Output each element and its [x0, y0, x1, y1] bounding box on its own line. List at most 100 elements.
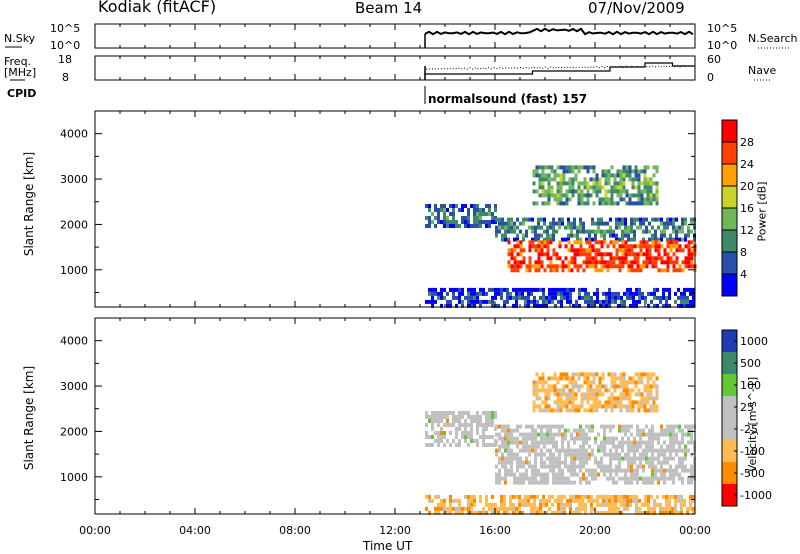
heatmap-cell: [636, 244, 640, 249]
heatmap-cell: [651, 432, 654, 437]
heatmap-cell: [653, 510, 656, 515]
heatmap-cell: [619, 197, 623, 202]
heatmap-cell: [669, 248, 673, 253]
heatmap-cell: [449, 204, 452, 208]
heatmap-cell: [622, 392, 626, 397]
heatmap-cell: [649, 185, 653, 190]
heatmap-cell: [626, 506, 629, 511]
heatmap-cell: [554, 510, 557, 515]
heatmap-cell: [640, 392, 644, 397]
heatmap-cell: [594, 229, 597, 234]
heatmap-cell: [547, 189, 551, 194]
heatmap-cell: [680, 291, 683, 296]
heatmap-cell: [666, 460, 669, 465]
heatmap-cell: [560, 295, 563, 300]
heatmap-cell: [538, 396, 542, 401]
heatmap-cell: [542, 502, 545, 507]
heatmap-cell: [690, 464, 693, 469]
heatmap-cell: [540, 244, 544, 249]
heatmap-cell: [651, 428, 654, 433]
heatmap-cell: [434, 506, 437, 511]
heatmap-cell: [562, 404, 566, 409]
heatmap-cell: [571, 177, 575, 182]
heatmap-cell: [536, 303, 539, 308]
heatmap-cell: [607, 404, 611, 409]
heatmap-cell: [672, 229, 675, 234]
heatmap-cell: [557, 494, 560, 499]
heatmap-cell: [683, 502, 686, 507]
heatmap-cell: [677, 295, 680, 300]
heatmap-cell: [543, 480, 546, 485]
heatmap-cell: [591, 428, 594, 433]
heatmap-cell: [569, 494, 572, 499]
heatmap-cell: [628, 396, 632, 401]
heatmap-cell: [518, 295, 521, 300]
heatmap-cell: [548, 494, 551, 499]
heatmap-cell: [687, 229, 690, 234]
heatmap-cell: [639, 252, 643, 257]
heatmap-cell: [577, 201, 581, 206]
heatmap-cell: [549, 424, 552, 429]
heatmap-cell: [571, 189, 575, 194]
heatmap-cell: [547, 173, 551, 178]
heatmap-cell: [669, 260, 673, 265]
heatmap-cell: [657, 460, 660, 465]
heatmap-cell: [574, 372, 578, 377]
heatmap-cell: [558, 464, 561, 469]
heatmap-cell: [488, 443, 491, 447]
heatmap-cell: [654, 233, 657, 238]
heatmap-cell: [446, 216, 449, 220]
y-tick-label: 2000: [60, 425, 88, 438]
heatmap-cell: [648, 237, 651, 242]
heatmap-cell: [573, 460, 576, 465]
heatmap-cell: [540, 264, 544, 269]
heatmap-cell: [546, 424, 549, 429]
heatmap-cell: [622, 181, 626, 186]
heatmap-cell: [645, 460, 648, 465]
heatmap-cell: [605, 494, 608, 499]
heatmap-cell: [624, 233, 627, 238]
heatmap-cell: [590, 510, 593, 515]
heatmap-cell: [579, 229, 582, 234]
heatmap-cell: [476, 295, 479, 300]
heatmap-cell: [578, 494, 581, 499]
heatmap-cell: [615, 217, 618, 222]
heatmap-cell: [681, 225, 684, 230]
heatmap-cell: [525, 233, 528, 238]
heatmap-cell: [452, 295, 455, 300]
heatmap-cell: [601, 169, 605, 174]
heatmap-cell: [564, 256, 568, 261]
heatmap-cell: [443, 423, 446, 427]
heatmap-cell: [663, 432, 666, 437]
heatmap-cell: [485, 415, 488, 419]
heatmap-cell: [501, 221, 504, 226]
heatmap-cell: [616, 404, 620, 409]
heatmap-cell: [543, 244, 547, 249]
heatmap-cell: [565, 165, 569, 170]
heatmap-cell: [543, 252, 547, 257]
heatmap-cell: [510, 440, 513, 445]
heatmap-cell: [440, 287, 443, 292]
heatmap-cell: [598, 384, 602, 389]
heatmap-cell: [603, 240, 607, 245]
heatmap-cell: [515, 287, 518, 292]
heatmap-cell: [672, 260, 676, 265]
heatmap-cell: [565, 408, 569, 413]
heatmap-cell: [519, 424, 522, 429]
heatmap-cell: [606, 260, 610, 265]
heatmap-cell: [467, 502, 470, 507]
heatmap-cell: [558, 428, 561, 433]
heatmap-cell: [591, 472, 594, 477]
heatmap-cell: [530, 510, 533, 515]
heatmap-cell: [560, 287, 563, 292]
heatmap-cell: [663, 440, 666, 445]
heatmap-cell: [588, 252, 592, 257]
heatmap-cell: [646, 372, 650, 377]
heatmap-cell: [683, 291, 686, 296]
heatmap-cell: [559, 189, 563, 194]
heatmap-cell: [625, 392, 629, 397]
heatmap-cell: [503, 494, 506, 499]
heatmap-cell: [592, 380, 596, 385]
heatmap-cell: [558, 256, 562, 261]
heatmap-cell: [608, 502, 611, 507]
